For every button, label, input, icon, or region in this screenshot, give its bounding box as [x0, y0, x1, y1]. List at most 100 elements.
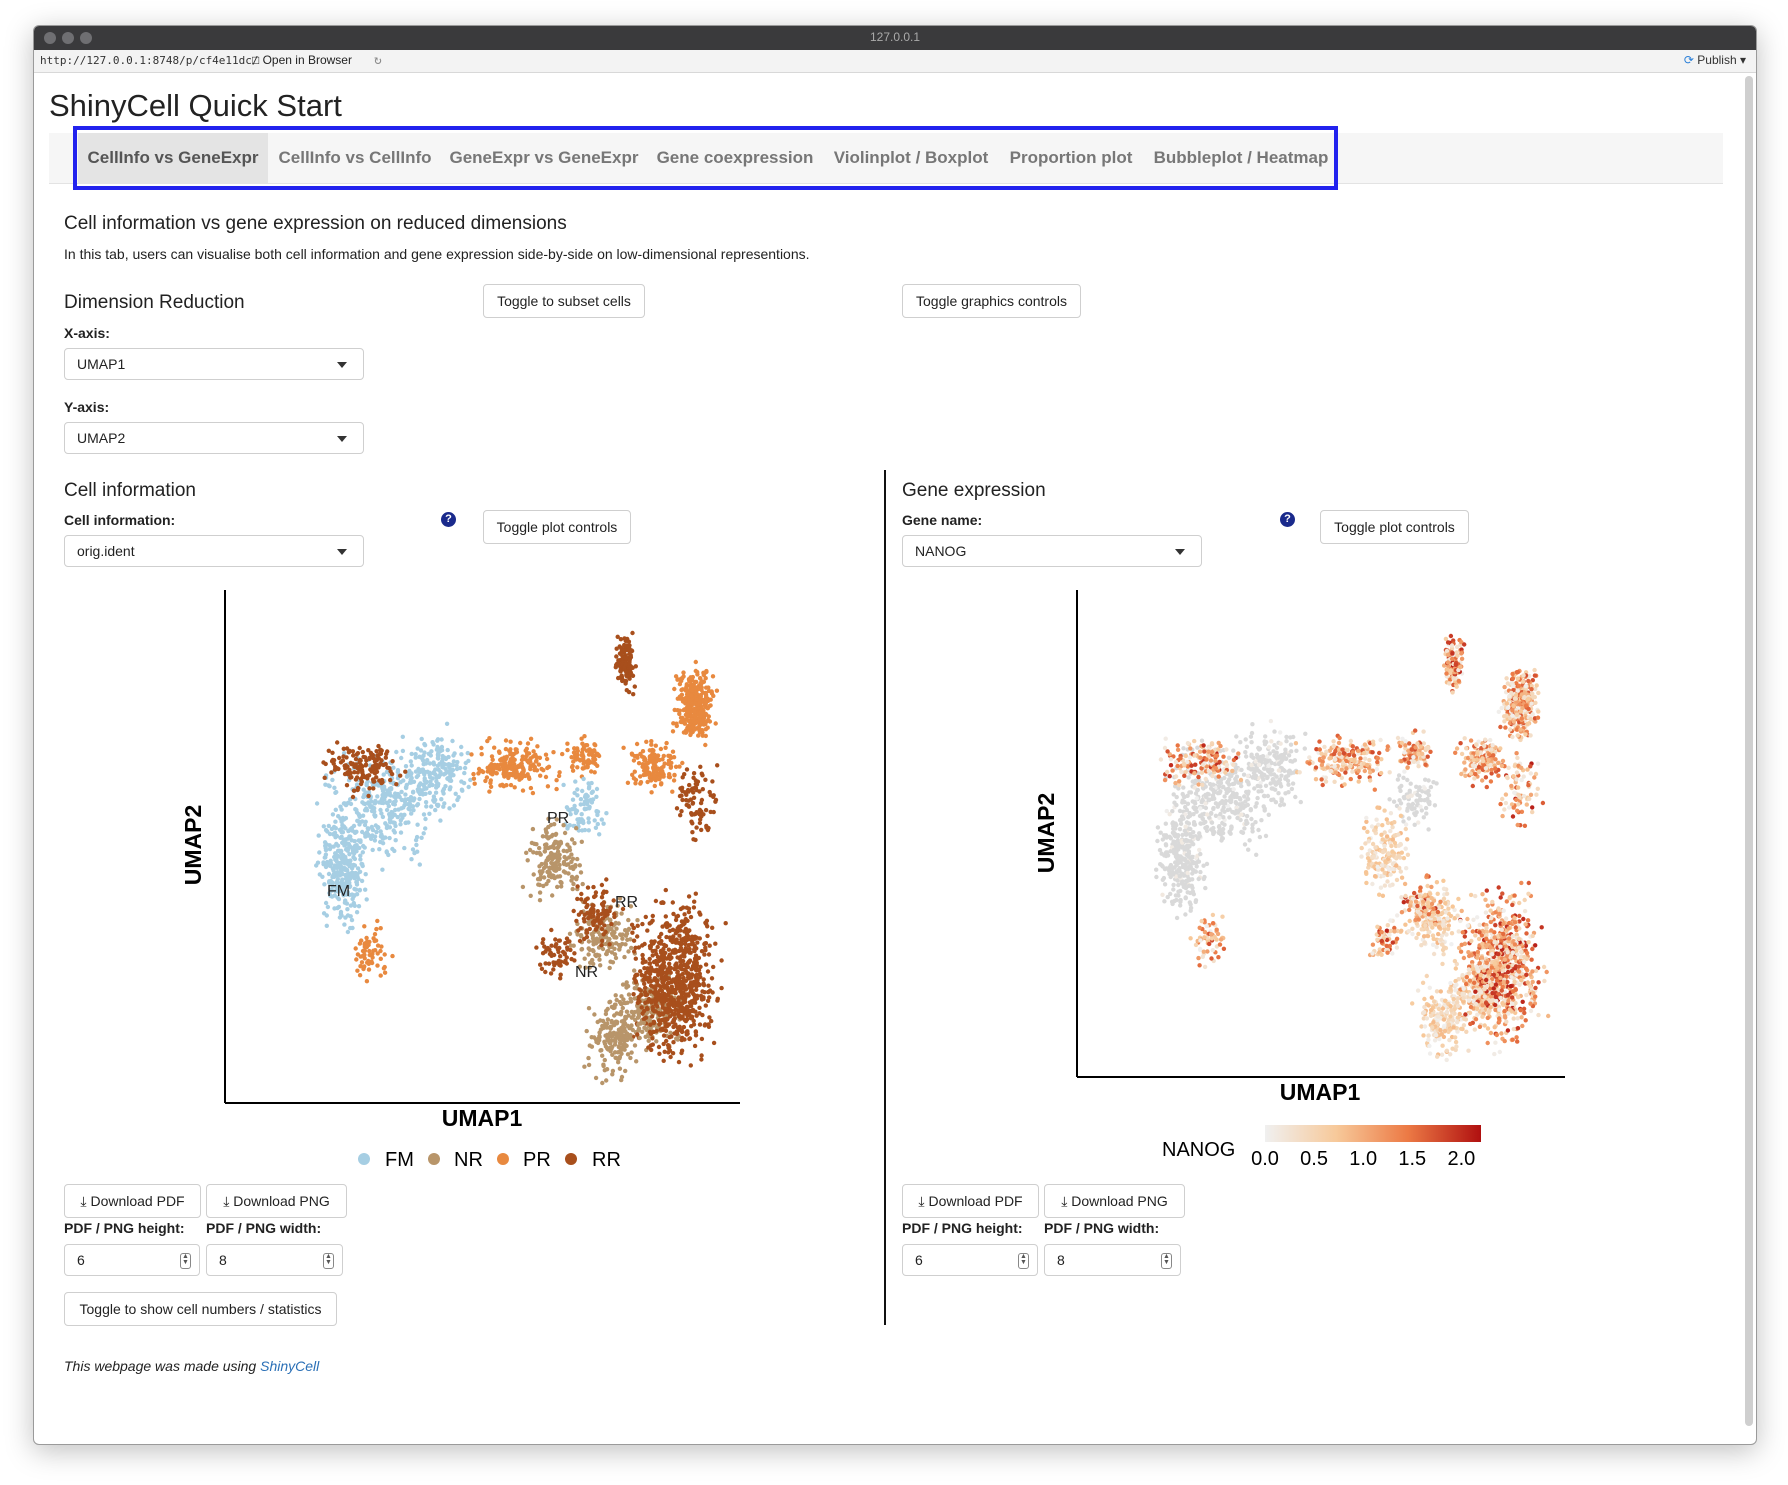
umap-point — [706, 714, 711, 719]
umap-point — [1164, 769, 1170, 775]
umap-point — [635, 1009, 640, 1014]
umap-point — [354, 910, 360, 915]
umap-point — [623, 1035, 628, 1040]
umap-point — [673, 931, 678, 936]
toggle-plot-controls-button[interactable]: Toggle plot controls — [1320, 510, 1469, 544]
umap-point — [404, 784, 409, 790]
umap-point — [1177, 874, 1183, 879]
umap-point — [640, 956, 646, 962]
tab-cellinfo-vs-geneexpr[interactable]: CellInfo vs GeneExpr — [78, 133, 268, 183]
geneexpr-heading: Gene expression — [902, 480, 1046, 501]
help-icon[interactable]: ? — [441, 512, 456, 527]
umap-point — [684, 932, 690, 937]
umap-point — [636, 945, 641, 950]
tab-cellinfo-vs-cellinfo[interactable]: CellInfo vs CellInfo — [278, 148, 432, 167]
umap-point — [546, 816, 551, 821]
umap-point — [582, 807, 588, 812]
umap-point — [586, 816, 591, 821]
tab-bubbleplot-heatmap[interactable]: Bubbleplot / Heatmap — [1153, 148, 1329, 167]
umap-point — [575, 856, 580, 862]
gene-name-select[interactable]: NANOG — [902, 535, 1202, 567]
umap-point — [332, 785, 337, 790]
tab-geneexpr-vs-geneexpr[interactable]: GeneExpr vs GeneExpr — [449, 148, 639, 167]
umap-point — [524, 850, 529, 855]
dimred-heading: Dimension Reduction — [64, 292, 245, 313]
umap-point — [689, 1024, 694, 1029]
umap-point — [398, 822, 403, 827]
umap-point — [1331, 739, 1336, 744]
umap-point — [632, 949, 637, 954]
open-in-browser-button[interactable]: □ Open in Browser — [252, 53, 352, 67]
umap-point — [421, 831, 426, 836]
toggle-graphics-button[interactable]: Toggle graphics controls — [902, 284, 1081, 318]
umap-point — [1283, 791, 1288, 796]
umap-point — [705, 717, 711, 723]
umap-point — [360, 813, 366, 818]
umap-point — [1180, 832, 1185, 838]
umap-point — [1192, 771, 1197, 776]
tab-proportion-plot[interactable]: Proportion plot — [1009, 148, 1133, 167]
x-axis-select[interactable]: UMAP1 — [64, 348, 364, 380]
umap-point — [593, 890, 599, 895]
umap-point — [1213, 758, 1218, 764]
umap-point — [590, 920, 596, 925]
umap-point — [374, 769, 380, 774]
umap-point — [340, 758, 346, 763]
umap-point — [629, 751, 635, 756]
umap-point — [424, 804, 429, 809]
umap-point — [703, 1003, 708, 1008]
umap-point — [1276, 791, 1281, 796]
umap-point — [441, 804, 446, 809]
umap-point — [1198, 946, 1203, 952]
umap-point — [394, 782, 399, 787]
umap-point — [561, 869, 567, 874]
umap-point — [492, 745, 497, 750]
tab-violinplot-boxplot[interactable]: Violinplot / Boxplot — [833, 148, 989, 167]
tab-gene-coexpression[interactable]: Gene coexpression — [656, 148, 814, 167]
refresh-icon[interactable]: ↻ — [374, 53, 382, 68]
toggle-subset-button[interactable]: Toggle to subset cells — [483, 284, 645, 318]
scrollbar[interactable] — [1745, 76, 1753, 1426]
umap-point — [579, 736, 584, 741]
umap-point — [377, 752, 382, 757]
umap-point — [579, 897, 584, 902]
toggle-plot-controls-button[interactable]: Toggle plot controls — [483, 510, 631, 544]
umap-point — [344, 755, 349, 760]
close-window-icon[interactable] — [44, 32, 56, 44]
umap-point — [680, 715, 685, 721]
umap-point — [592, 1035, 597, 1040]
umap-point — [1248, 734, 1254, 739]
cellinfo-select[interactable]: orig.ident — [64, 535, 364, 567]
umap-point — [633, 978, 638, 984]
umap-point — [333, 790, 338, 795]
umap-point — [314, 801, 320, 806]
umap-point — [574, 874, 580, 880]
umap-point — [1347, 764, 1353, 769]
minimize-window-icon[interactable] — [62, 32, 74, 44]
umap-point — [550, 873, 555, 878]
umap-point — [687, 946, 692, 952]
umap-point — [590, 957, 595, 963]
maximize-window-icon[interactable] — [80, 32, 92, 44]
umap-point — [1302, 746, 1307, 751]
umap-point — [699, 827, 704, 833]
umap-point — [608, 918, 613, 923]
umap-point — [1402, 750, 1407, 755]
umap-point — [659, 931, 664, 937]
umap-point — [562, 830, 568, 836]
umap-point — [413, 755, 418, 760]
umap-point — [676, 1003, 681, 1008]
y-axis-select[interactable]: UMAP2 — [64, 422, 364, 454]
umap-point — [573, 779, 578, 784]
umap-point — [1423, 746, 1429, 751]
publish-button[interactable]: ⟳ Publish ▾ — [1683, 53, 1746, 67]
umap-point — [585, 903, 590, 908]
umap-point — [607, 965, 612, 971]
umap-point — [1195, 787, 1200, 793]
help-icon[interactable]: ? — [1280, 512, 1295, 527]
umap-point — [632, 996, 637, 1001]
url-field[interactable]: http://127.0.0.1:8748/p/cf4e11dc/ — [40, 54, 259, 67]
umap-point — [348, 925, 353, 931]
umap-point — [1262, 772, 1267, 778]
umap-point — [682, 919, 687, 924]
